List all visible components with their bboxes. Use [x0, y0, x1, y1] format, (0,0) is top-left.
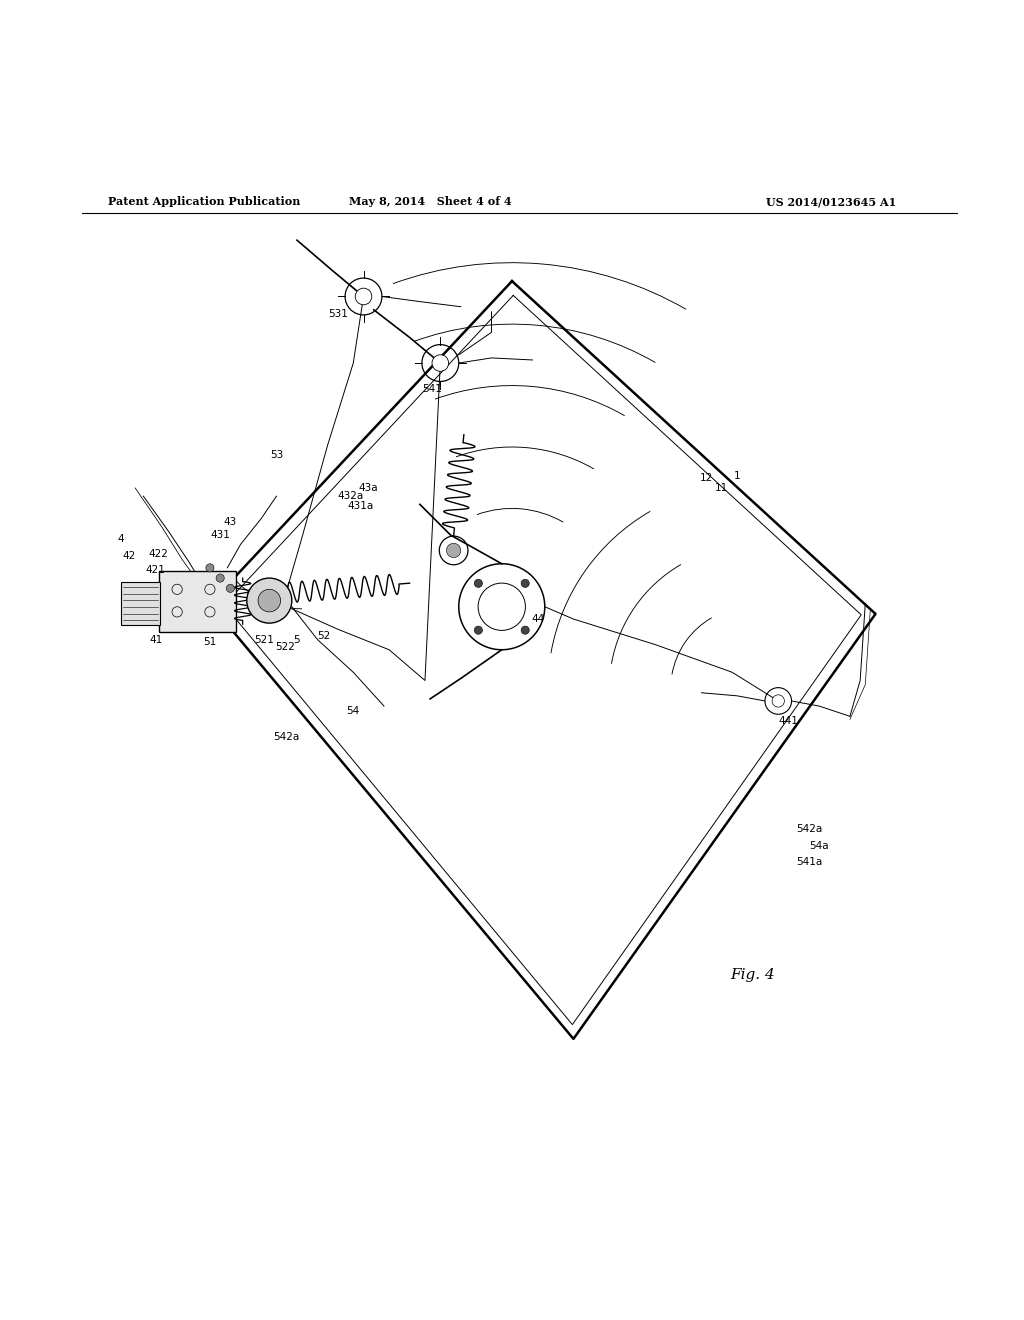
- Text: 4: 4: [118, 535, 124, 544]
- Text: 43a: 43a: [358, 483, 379, 492]
- Text: US 2014/0123645 A1: US 2014/0123645 A1: [766, 197, 896, 207]
- Bar: [121, 582, 160, 626]
- Circle shape: [772, 694, 784, 708]
- Circle shape: [216, 574, 224, 582]
- Text: 441: 441: [778, 717, 799, 726]
- Text: 42: 42: [123, 550, 135, 561]
- Circle shape: [521, 579, 529, 587]
- Text: 5: 5: [294, 635, 300, 644]
- Text: 53: 53: [270, 450, 283, 461]
- Text: 421: 421: [145, 565, 166, 576]
- Circle shape: [355, 288, 372, 305]
- Text: 44: 44: [531, 614, 544, 624]
- Text: 11: 11: [716, 483, 728, 492]
- Text: 431a: 431a: [347, 502, 374, 511]
- Text: 541a: 541a: [796, 857, 822, 867]
- Text: Fig. 4: Fig. 4: [730, 969, 775, 982]
- Text: 432a: 432a: [337, 491, 364, 502]
- Circle shape: [247, 578, 292, 623]
- Text: 521: 521: [254, 635, 274, 644]
- Text: 431: 431: [210, 531, 230, 540]
- Text: 12: 12: [700, 473, 713, 483]
- Circle shape: [432, 355, 449, 371]
- Text: 51: 51: [204, 636, 216, 647]
- Text: 1: 1: [734, 471, 740, 480]
- Circle shape: [446, 544, 461, 557]
- Text: 522: 522: [274, 642, 295, 652]
- Text: 54: 54: [347, 706, 359, 717]
- Circle shape: [474, 579, 482, 587]
- Text: 52: 52: [317, 631, 330, 642]
- Text: Patent Application Publication: Patent Application Publication: [108, 197, 300, 207]
- Text: 531: 531: [328, 309, 348, 319]
- Text: 43: 43: [224, 516, 237, 527]
- Bar: [159, 572, 236, 632]
- Text: 542a: 542a: [273, 731, 300, 742]
- Circle shape: [474, 626, 482, 635]
- Circle shape: [521, 626, 529, 635]
- Text: 41: 41: [150, 635, 162, 644]
- Text: May 8, 2014   Sheet 4 of 4: May 8, 2014 Sheet 4 of 4: [349, 197, 511, 207]
- Circle shape: [258, 589, 281, 612]
- Circle shape: [206, 564, 214, 572]
- Text: 541: 541: [422, 384, 442, 393]
- Text: 422: 422: [148, 549, 169, 558]
- Text: 542a: 542a: [796, 824, 822, 834]
- Circle shape: [226, 585, 234, 593]
- Text: 54a: 54a: [809, 841, 829, 851]
